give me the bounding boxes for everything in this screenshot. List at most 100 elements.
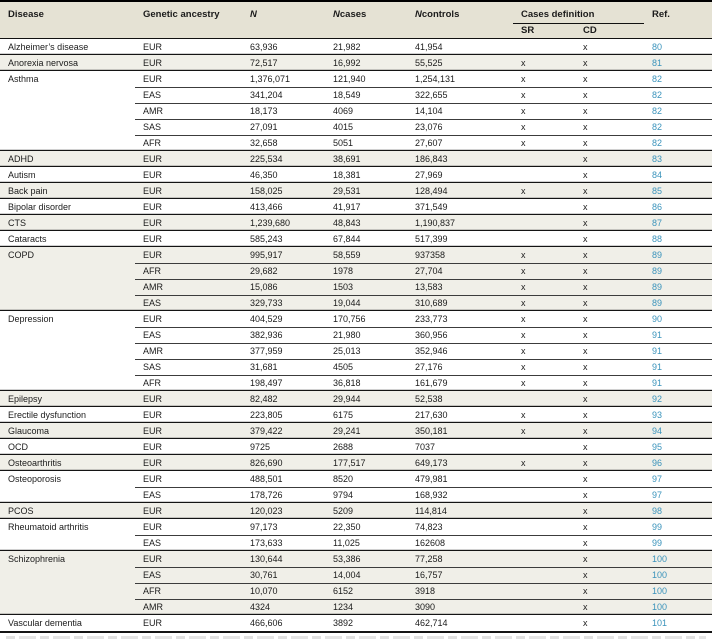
ref-link[interactable]: 82 [652, 122, 663, 132]
table-row: PCOS EUR 120,023 5209 114,814 x 98 [0, 503, 712, 519]
col-header-ref: Ref. [652, 9, 670, 20]
col-header-ancestry: Genetic ancestry [143, 9, 220, 20]
ref-link[interactable]: 80 [652, 42, 663, 52]
sr-mark: x [521, 90, 526, 100]
ref-link[interactable]: 86 [652, 202, 663, 212]
cd-mark: x [583, 154, 588, 164]
ncontrols-cell: 74,823 [415, 522, 443, 532]
ref-link[interactable]: 91 [652, 346, 663, 356]
col-header-disease: Disease [8, 9, 44, 20]
disease-cell: Rheumatoid arthritis [8, 522, 89, 532]
ancestry-cell: AFR [143, 378, 161, 388]
ref-link[interactable]: 82 [652, 90, 663, 100]
ancestry-cell: EUR [143, 250, 163, 260]
ref-link[interactable]: 91 [652, 330, 663, 340]
col-header-ncases: Ncases [333, 9, 367, 20]
sr-mark: x [521, 410, 526, 420]
ref-link[interactable]: 96 [652, 458, 663, 468]
ref-link[interactable]: 97 [652, 474, 663, 484]
ncases-cell: 4069 [333, 106, 354, 116]
ref-link[interactable]: 95 [652, 442, 663, 452]
row-data-cells: EUR 466,606 3892 462,714 x 101 [135, 615, 712, 631]
n-cell: 15,086 [250, 282, 278, 292]
ancestry-cell: EUR [143, 202, 163, 212]
ref-link[interactable]: 82 [652, 106, 663, 116]
row-data-cells: EUR 82,482 29,944 52,538 x 92 [135, 391, 712, 407]
ancestry-cell: EUR [143, 170, 163, 180]
ncontrols-cell: 52,538 [415, 394, 443, 404]
ref-link[interactable]: 82 [652, 74, 663, 84]
row-data-cells: EAS 382,936 21,980 360,956 x x 91 [135, 327, 712, 343]
ref-link[interactable]: 100 [652, 554, 668, 564]
ncontrols-cell: 649,173 [415, 458, 448, 468]
disease-cell: Osteoarthritis [8, 458, 62, 468]
ref-link[interactable]: 81 [652, 58, 663, 68]
disease-cell: PCOS [8, 506, 34, 516]
ncases-cell: 38,691 [333, 154, 361, 164]
ncases-cell: 67,844 [333, 234, 361, 244]
disease-cell: ADHD [8, 154, 34, 164]
ref-link[interactable]: 89 [652, 266, 663, 276]
n-cell: 158,025 [250, 186, 283, 196]
ancestry-cell: EUR [143, 458, 163, 468]
ref-link[interactable]: 91 [652, 362, 663, 372]
ncontrols-cell: 162608 [415, 538, 446, 548]
cd-mark: x [583, 570, 588, 580]
table-row: ADHD EUR 225,534 38,691 186,843 x 83 [0, 151, 712, 167]
table-row: Autism EUR 46,350 18,381 27,969 x 84 [0, 167, 712, 183]
n-cell: 18,173 [250, 106, 278, 116]
cd-mark: x [583, 42, 588, 52]
table-row: AMR 15,086 1503 13,583 x x 89 [0, 279, 712, 295]
row-data-cells: EAS 173,633 11,025 162608 x 99 [135, 535, 712, 551]
ancestry-cell: AMR [143, 106, 163, 116]
ref-link[interactable]: 84 [652, 170, 663, 180]
cd-mark: x [583, 394, 588, 404]
row-data-cells: EUR 413,466 41,917 371,549 x 86 [135, 199, 712, 215]
ncases-cell: 170,756 [333, 314, 366, 324]
ref-link[interactable]: 98 [652, 506, 663, 516]
n-cell: 4324 [250, 602, 271, 612]
ref-link[interactable]: 93 [652, 410, 663, 420]
clipped-footnote [6, 635, 706, 639]
ncontrols-cell: 310,689 [415, 298, 448, 308]
ncontrols-cell: 233,773 [415, 314, 448, 324]
ncases-cell: 29,531 [333, 186, 361, 196]
ref-link[interactable]: 82 [652, 138, 663, 148]
ref-link[interactable]: 89 [652, 250, 663, 260]
ref-link[interactable]: 100 [652, 586, 668, 596]
n-cell: 29,682 [250, 266, 278, 276]
ref-link[interactable]: 100 [652, 602, 668, 612]
ref-link[interactable]: 99 [652, 522, 663, 532]
disease-cell: Osteoporosis [8, 474, 62, 484]
ref-link[interactable]: 92 [652, 394, 663, 404]
disease-cell: Alzheimer’s disease [8, 42, 89, 52]
ancestry-cell: EUR [143, 618, 163, 628]
ref-link[interactable]: 87 [652, 218, 663, 228]
row-data-cells: EAS 341,204 18,549 322,655 x x 82 [135, 87, 712, 103]
disease-group: Alzheimer’s disease EUR 63,936 21,982 41,954… [0, 39, 712, 55]
table-row: OCD EUR 9725 2688 7037 x 95 [0, 439, 712, 455]
ancestry-cell: EUR [143, 74, 163, 84]
ncontrols-cell: 352,946 [415, 346, 448, 356]
ref-link[interactable]: 101 [652, 618, 668, 628]
ncases-cell: 18,549 [333, 90, 361, 100]
ncases-cell: 58,559 [333, 250, 361, 260]
ref-link[interactable]: 89 [652, 298, 663, 308]
ref-link[interactable]: 90 [652, 314, 663, 324]
ref-link[interactable]: 85 [652, 186, 663, 196]
col-subheader-sr: SR [521, 25, 535, 36]
ref-link[interactable]: 99 [652, 538, 663, 548]
ref-link[interactable]: 91 [652, 378, 663, 388]
ref-link[interactable]: 100 [652, 570, 668, 580]
table-row: EAS 173,633 11,025 162608 x 99 [0, 535, 712, 551]
ref-link[interactable]: 89 [652, 282, 663, 292]
cd-mark: x [583, 90, 588, 100]
ref-link[interactable]: 97 [652, 490, 663, 500]
row-data-cells: EUR 379,422 29,241 350,181 x x 94 [135, 423, 712, 439]
ncontrols-cell: 186,843 [415, 154, 448, 164]
ncontrols-cell: 55,525 [415, 58, 443, 68]
ref-link[interactable]: 94 [652, 426, 663, 436]
ref-link[interactable]: 83 [652, 154, 663, 164]
ref-link[interactable]: 88 [652, 234, 663, 244]
table-row: AFR 198,497 36,818 161,679 x x 91 [0, 375, 712, 391]
